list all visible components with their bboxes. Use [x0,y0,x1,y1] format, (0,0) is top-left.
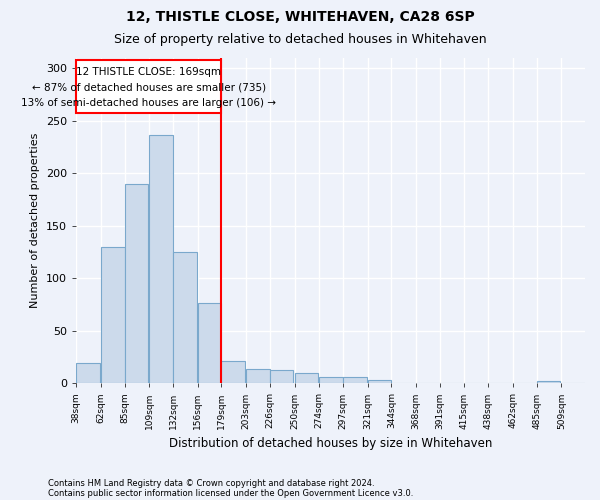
Bar [368,380,391,384]
Bar [295,373,318,384]
Bar [76,60,221,113]
Bar [221,361,245,384]
Text: Contains HM Land Registry data © Crown copyright and database right 2024.: Contains HM Land Registry data © Crown c… [48,478,374,488]
Bar [246,368,270,384]
Bar [270,370,293,384]
Text: 12, THISTLE CLOSE, WHITEHAVEN, CA28 6SP: 12, THISTLE CLOSE, WHITEHAVEN, CA28 6SP [125,10,475,24]
Bar [343,377,367,384]
Bar [149,136,173,384]
Bar [76,364,100,384]
Bar [173,252,197,384]
Bar [197,304,221,384]
Text: Contains public sector information licensed under the Open Government Licence v3: Contains public sector information licen… [48,488,413,498]
Bar [125,184,148,384]
Bar [319,377,343,384]
Y-axis label: Number of detached properties: Number of detached properties [31,132,40,308]
Text: 12 THISTLE CLOSE: 169sqm: 12 THISTLE CLOSE: 169sqm [76,67,221,77]
Text: ← 87% of detached houses are smaller (735): ← 87% of detached houses are smaller (73… [32,83,266,93]
X-axis label: Distribution of detached houses by size in Whitehaven: Distribution of detached houses by size … [169,437,492,450]
Bar [536,381,560,384]
Text: 13% of semi-detached houses are larger (106) →: 13% of semi-detached houses are larger (… [21,98,276,108]
Bar [101,246,125,384]
Text: Size of property relative to detached houses in Whitehaven: Size of property relative to detached ho… [113,32,487,46]
